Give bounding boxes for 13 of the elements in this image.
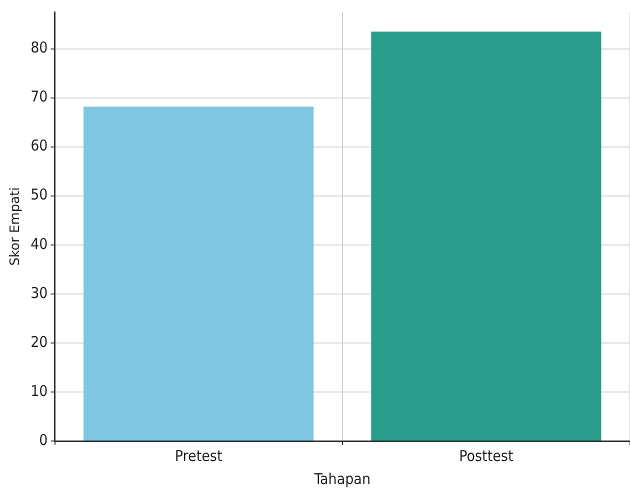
y-tick-label: 20 <box>30 332 48 351</box>
y-tick-label: 60 <box>30 136 48 155</box>
y-tick-label: 70 <box>30 88 48 106</box>
x-tick-label: Pretest <box>174 446 222 465</box>
y-axis-title: Skor Empati <box>8 187 24 266</box>
y-tick-label: 10 <box>30 382 48 400</box>
y-tick-label: 80 <box>30 38 48 57</box>
y-tick-label: 0 <box>39 430 48 449</box>
y-tick-label: 40 <box>30 234 48 253</box>
y-tick-label: 30 <box>30 284 48 302</box>
x-axis-title: Tahapan <box>313 470 371 488</box>
y-tick-label: 50 <box>30 186 48 204</box>
x-tick-label: Posttest <box>459 446 514 465</box>
